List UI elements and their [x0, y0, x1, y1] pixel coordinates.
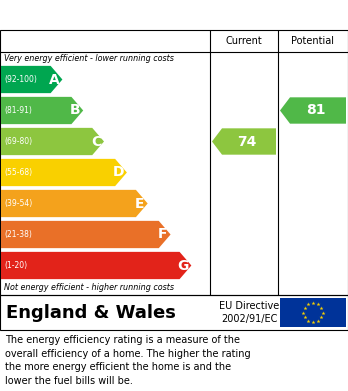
Text: EU Directive
2002/91/EC: EU Directive 2002/91/EC	[219, 301, 279, 324]
Text: Current: Current	[226, 36, 262, 46]
Text: Not energy efficient - higher running costs: Not energy efficient - higher running co…	[4, 283, 174, 292]
Polygon shape	[1, 128, 104, 155]
Polygon shape	[280, 97, 346, 124]
Text: The energy efficiency rating is a measure of the
overall efficiency of a home. T: The energy efficiency rating is a measur…	[5, 335, 251, 386]
Polygon shape	[1, 190, 148, 217]
Text: A: A	[49, 72, 60, 86]
Text: Energy Efficiency Rating: Energy Efficiency Rating	[8, 7, 229, 23]
Text: (39-54): (39-54)	[4, 199, 32, 208]
Text: D: D	[112, 165, 124, 179]
Text: E: E	[135, 197, 145, 210]
Text: (21-38): (21-38)	[4, 230, 32, 239]
Text: B: B	[70, 104, 80, 118]
Polygon shape	[1, 66, 62, 93]
Text: (1-20): (1-20)	[4, 261, 27, 270]
Text: Very energy efficient - lower running costs: Very energy efficient - lower running co…	[4, 54, 174, 63]
Text: C: C	[91, 135, 101, 149]
Text: England & Wales: England & Wales	[6, 303, 176, 321]
Text: (81-91): (81-91)	[4, 106, 32, 115]
Text: G: G	[177, 258, 188, 273]
Text: 74: 74	[237, 135, 257, 149]
Text: F: F	[158, 228, 167, 242]
Bar	[280, 298, 346, 327]
Text: (55-68): (55-68)	[4, 168, 32, 177]
Text: (92-100): (92-100)	[4, 75, 37, 84]
Polygon shape	[1, 159, 127, 186]
Text: (69-80): (69-80)	[4, 137, 32, 146]
Text: Potential: Potential	[292, 36, 334, 46]
Text: 81: 81	[306, 104, 326, 118]
Polygon shape	[1, 221, 171, 248]
Polygon shape	[1, 97, 83, 124]
Polygon shape	[212, 128, 276, 155]
Polygon shape	[1, 252, 191, 279]
